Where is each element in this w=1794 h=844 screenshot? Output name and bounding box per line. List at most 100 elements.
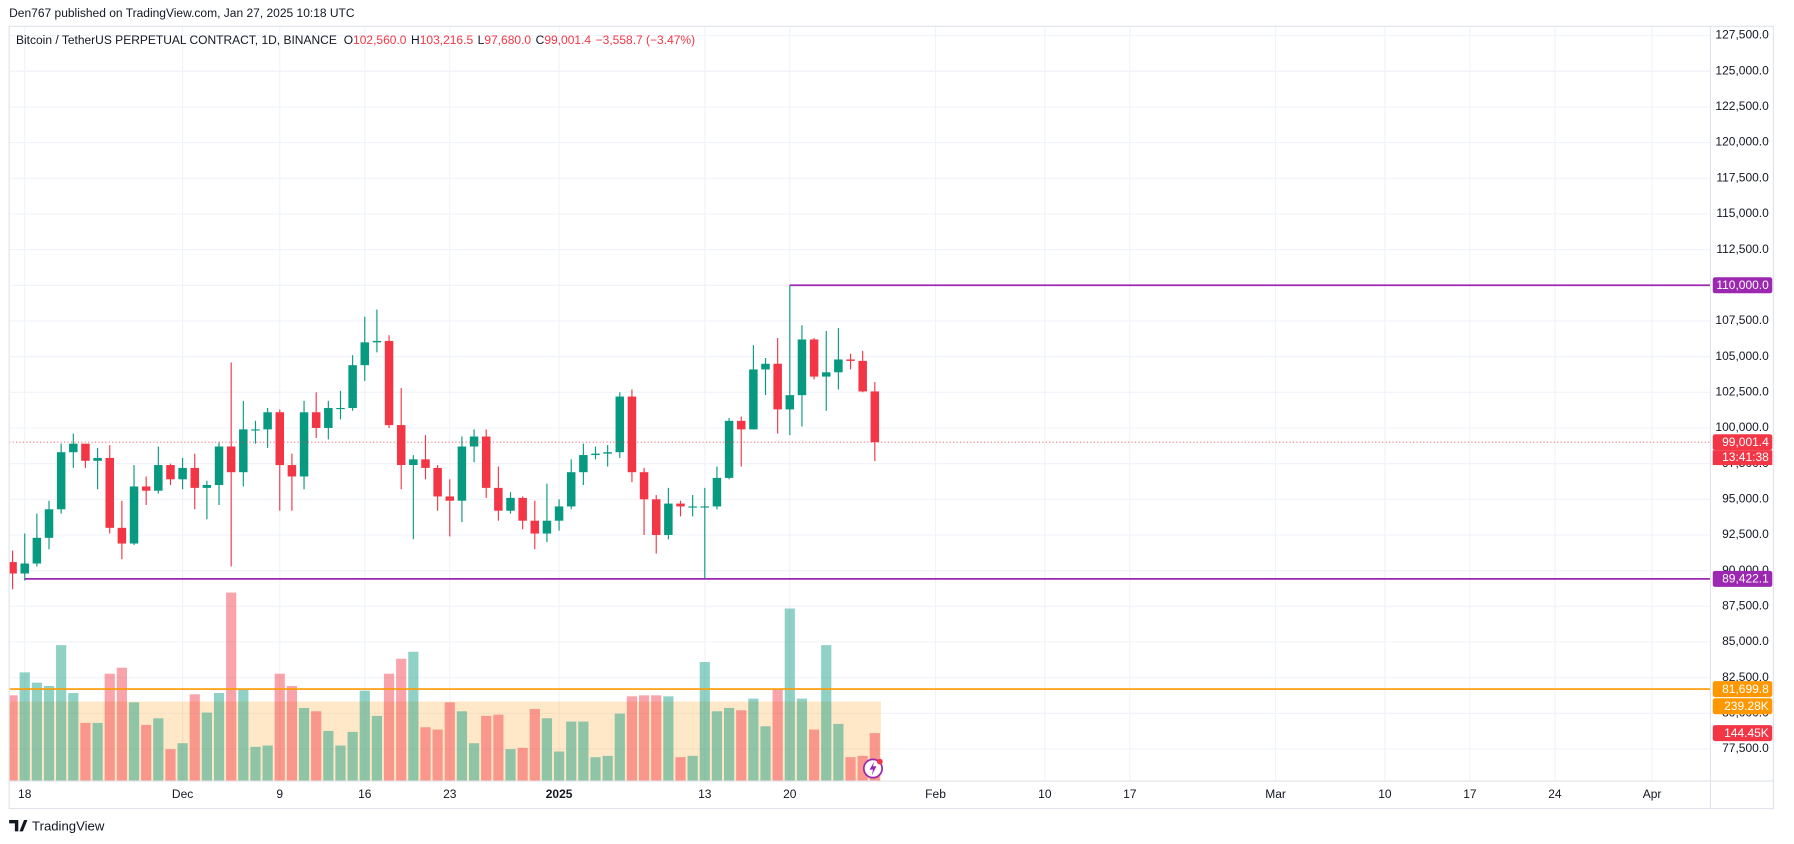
candle-body	[554, 506, 564, 521]
candle-body	[749, 369, 758, 430]
candle-body	[275, 412, 285, 466]
legend-key: H	[411, 33, 420, 47]
candle-body	[773, 363, 782, 410]
candle-body	[627, 396, 637, 473]
candle-body	[494, 487, 503, 511]
candle-body	[457, 446, 467, 501]
x-tick-label: 10	[1378, 787, 1392, 801]
candle-body	[566, 472, 576, 507]
volume-bar	[663, 696, 674, 782]
candle-body	[712, 477, 722, 507]
volume-bar	[19, 672, 30, 782]
volume-bar	[189, 694, 200, 782]
publisher: Den767 published on TradingView.com, Jan…	[9, 6, 355, 20]
volume-bar	[104, 673, 115, 782]
volume-bar	[165, 749, 176, 782]
volume-bar	[833, 723, 844, 782]
candle-body	[409, 459, 418, 466]
volume-bar	[92, 722, 103, 782]
volume-bar	[723, 707, 735, 782]
volume-bar	[238, 689, 249, 782]
x-tick-label: Feb	[925, 787, 946, 801]
candle-body	[603, 452, 612, 454]
volume-bar	[675, 757, 686, 782]
candle-body	[56, 452, 66, 510]
y-tick-label: 127,500.0	[1715, 28, 1769, 42]
volume-bar	[371, 715, 383, 782]
x-tick-label: 23	[443, 787, 457, 801]
volume-bar	[772, 689, 783, 782]
candle-body	[81, 443, 90, 461]
candle-body	[785, 395, 795, 410]
volume-ma-label-box	[1712, 698, 1773, 715]
y-tick-label: 105,000.0	[1715, 349, 1769, 363]
candle-body	[311, 412, 321, 428]
y-tick-label: 107,500.0	[1715, 313, 1769, 327]
y-tick-label: 85,000.0	[1722, 634, 1769, 648]
candle-body	[166, 465, 175, 480]
y-tick-label: 92,500.0	[1722, 527, 1769, 541]
candle-body	[518, 497, 527, 521]
last-price-label: 99,001.4	[1722, 435, 1769, 449]
y-tick-label: 125,000.0	[1715, 63, 1769, 77]
volume-bar	[651, 695, 662, 782]
logo: TradingView	[9, 818, 105, 833]
volume-bar	[323, 730, 334, 782]
candle-body	[117, 527, 127, 544]
price-line-label-box	[1712, 570, 1773, 587]
candle-body	[591, 453, 600, 456]
candle-body	[32, 537, 42, 564]
countdown-box	[1712, 450, 1773, 466]
volume-bar	[626, 696, 638, 782]
last-price-label-box	[1712, 434, 1773, 451]
price-line-label: 110,000.0	[1716, 278, 1769, 292]
legend-value: 103,216.5	[420, 33, 474, 47]
volume-bar	[80, 722, 91, 782]
candle-body	[433, 467, 442, 497]
y-tick-label: 95,000.0	[1722, 491, 1769, 505]
volume-bar	[614, 713, 625, 782]
candle-body	[469, 436, 479, 447]
volume-bar	[808, 729, 820, 782]
x-tick-label: 9	[276, 787, 283, 801]
candles	[9, 285, 880, 590]
candle-body	[141, 486, 151, 491]
grid	[9, 26, 1711, 782]
volume-bar	[699, 662, 710, 782]
legend-key: O	[344, 33, 353, 47]
candle-body	[870, 391, 880, 443]
price-line-label: 81,699.8	[1722, 682, 1769, 696]
volume-bar	[468, 743, 480, 782]
x-tick-label: 10	[1038, 787, 1052, 801]
volume-bar	[286, 686, 298, 782]
candle-body	[299, 412, 309, 477]
y-tick-label: 117,500.0	[1716, 170, 1769, 184]
y-tick-label: 100,000.0	[1715, 420, 1769, 434]
candle-body	[202, 485, 212, 488]
candle-body	[324, 407, 333, 428]
volume-bar	[408, 651, 419, 782]
volume-bar	[517, 747, 528, 782]
candle-body	[676, 503, 685, 507]
legend-symbol: Bitcoin / TetherUS PERPETUAL CONTRACT, 1…	[16, 33, 337, 47]
price-lines	[9, 284, 1711, 690]
y-tick-label: 112,500.0	[1716, 242, 1769, 256]
axis-labels: 110,000.0 89,422.1 81,699.8 99,001.413:41:3…	[1712, 277, 1773, 742]
x-tick-label: 2025	[546, 787, 573, 801]
volume-bar	[590, 757, 601, 782]
x-tick-label: Apr	[1643, 787, 1662, 801]
volume-bar	[493, 714, 504, 782]
volume-bar	[213, 692, 225, 782]
frame	[8, 25, 1774, 810]
candle-body	[105, 457, 114, 528]
volume-bar	[383, 673, 395, 782]
candle-body	[846, 359, 855, 361]
volume-bar	[857, 755, 868, 782]
candle-body	[384, 340, 394, 426]
volume-bar	[845, 757, 856, 782]
volume-bar	[68, 692, 79, 782]
candle-body	[809, 339, 819, 377]
legend-value: 99,001.4	[544, 33, 591, 47]
